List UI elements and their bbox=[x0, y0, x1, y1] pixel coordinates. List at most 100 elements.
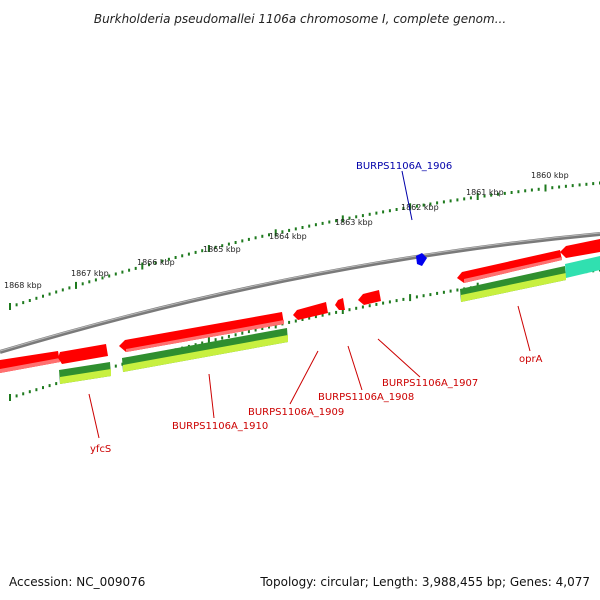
cds-burps1106a-1910-light bbox=[123, 335, 288, 372]
minor-tick bbox=[429, 202, 432, 206]
minor-tick bbox=[456, 288, 459, 292]
minor-tick bbox=[201, 249, 204, 253]
minor-tick bbox=[288, 228, 291, 232]
minor-tick bbox=[288, 320, 291, 324]
minor-tick bbox=[94, 278, 97, 282]
label-burps1106a-1907[interactable]: BURPS1106A_1907 bbox=[382, 378, 478, 389]
minor-tick bbox=[55, 382, 58, 386]
minor-tick bbox=[308, 224, 311, 228]
minor-tick bbox=[483, 194, 486, 198]
minor-tick bbox=[194, 250, 197, 254]
scale-label: 1862 kbp bbox=[401, 203, 439, 212]
minor-tick bbox=[227, 242, 230, 246]
scale-labels: 1860 kbp 1861 kbp 1862 kbp 1863 kbp 1864 kbp… bbox=[4, 171, 569, 290]
minor-tick bbox=[497, 192, 499, 196]
cds-teal-feature[interactable] bbox=[565, 256, 600, 278]
leader-burps1106a-1909 bbox=[289, 350, 319, 405]
minor-tick bbox=[328, 220, 331, 224]
minor-tick bbox=[321, 313, 324, 317]
major-tick bbox=[75, 281, 77, 289]
minor-tick bbox=[449, 289, 452, 293]
minor-tick bbox=[181, 254, 184, 258]
minor-tick bbox=[517, 190, 520, 194]
minor-tick bbox=[422, 203, 425, 207]
gene-labels: BURPS1106A_1906 oprA BURPS1106A_1907 BUR… bbox=[88, 161, 543, 455]
minor-tick bbox=[558, 185, 561, 189]
gene-burps1106a-1906-feature[interactable] bbox=[416, 253, 427, 266]
gene-burps1106a-1908-feature[interactable] bbox=[335, 298, 345, 310]
major-tick bbox=[409, 203, 412, 211]
minor-tick bbox=[261, 234, 264, 238]
minor-tick bbox=[294, 227, 297, 231]
label-opra[interactable]: oprA bbox=[519, 354, 543, 365]
minor-tick bbox=[28, 299, 31, 302]
minor-tick bbox=[55, 290, 58, 294]
minor-tick bbox=[530, 188, 533, 192]
major-tick bbox=[341, 307, 344, 314]
chromosome-backbone bbox=[0, 232, 600, 354]
label-burps1106a-1908[interactable]: BURPS1106A_1908 bbox=[318, 392, 414, 403]
minor-tick bbox=[254, 328, 257, 332]
scale-label: 1866 kbp bbox=[137, 258, 175, 267]
minor-tick bbox=[42, 294, 44, 298]
minor-tick bbox=[449, 199, 452, 203]
minor-tick bbox=[395, 208, 398, 211]
leader-burps1106a-1907 bbox=[377, 338, 421, 378]
gene-burps1106a-1909-feature[interactable] bbox=[293, 302, 328, 320]
minor-tick bbox=[442, 290, 445, 294]
minor-tick bbox=[510, 191, 513, 194]
minor-tick bbox=[221, 244, 224, 248]
label-yfcs[interactable]: yfcS bbox=[90, 444, 111, 455]
gene-burps1106a-1907-feature[interactable] bbox=[358, 290, 381, 305]
label-burps1106a-1909[interactable]: BURPS1106A_1909 bbox=[248, 407, 344, 418]
major-tick bbox=[207, 337, 210, 345]
minor-tick bbox=[28, 390, 31, 394]
minor-tick bbox=[247, 330, 250, 334]
gene-right-edge[interactable] bbox=[560, 239, 600, 258]
minor-tick bbox=[335, 310, 338, 314]
minor-tick bbox=[456, 198, 459, 202]
gene-burps1106a-1910-feature[interactable] bbox=[119, 312, 284, 352]
minor-tick bbox=[42, 386, 44, 390]
minor-tick bbox=[247, 237, 250, 241]
minor-tick bbox=[551, 186, 554, 190]
minor-tick bbox=[68, 286, 71, 290]
minor-tick bbox=[361, 305, 364, 309]
minor-tick bbox=[61, 288, 64, 292]
minor-tick bbox=[15, 303, 18, 307]
forward-genes bbox=[0, 239, 600, 373]
minor-tick bbox=[429, 293, 432, 297]
minor-tick bbox=[571, 184, 574, 188]
minor-tick bbox=[490, 193, 493, 197]
leader-burps1106a-1910 bbox=[208, 373, 215, 419]
minor-tick bbox=[355, 215, 358, 219]
minor-tick bbox=[382, 301, 385, 305]
label-burps1106a-1906[interactable]: BURPS1106A_1906 bbox=[356, 161, 452, 172]
major-tick bbox=[9, 303, 11, 310]
minor-tick bbox=[121, 362, 124, 366]
minor-tick bbox=[254, 236, 257, 240]
minor-tick bbox=[368, 304, 371, 308]
minor-tick bbox=[436, 201, 439, 205]
minor-tick bbox=[388, 209, 391, 213]
gene-yfcs-feature[interactable] bbox=[58, 344, 108, 364]
major-tick bbox=[274, 229, 277, 237]
minor-tick bbox=[301, 318, 304, 321]
minor-tick bbox=[382, 210, 385, 214]
minor-tick bbox=[402, 297, 405, 301]
minor-tick bbox=[578, 183, 581, 187]
minor-tick bbox=[114, 364, 117, 368]
minor-tick bbox=[348, 308, 351, 312]
label-burps1106a-1910[interactable]: BURPS1106A_1910 bbox=[172, 421, 268, 432]
major-tick bbox=[341, 215, 344, 223]
minor-tick bbox=[35, 296, 38, 300]
minor-tick bbox=[524, 189, 527, 193]
minor-tick bbox=[261, 327, 264, 330]
cds-opra-light bbox=[461, 273, 566, 302]
leader-opra bbox=[517, 305, 531, 352]
scale-label: 1860 kbp bbox=[531, 171, 569, 180]
minor-tick bbox=[268, 233, 270, 237]
minor-tick bbox=[321, 221, 324, 225]
minor-tick bbox=[537, 187, 540, 191]
